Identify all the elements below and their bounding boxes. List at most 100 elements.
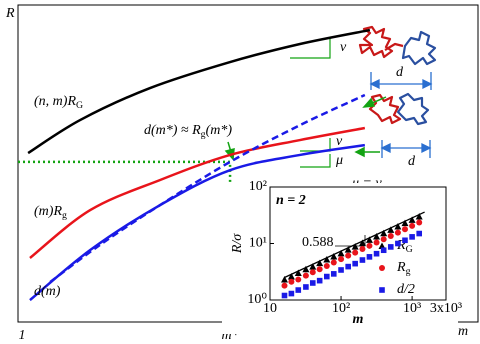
series-label: (m)Rg (34, 204, 67, 221)
data-point (351, 243, 359, 250)
data-point (316, 277, 323, 284)
x-tick-label: 3x10³ (430, 301, 462, 316)
data-point (373, 239, 380, 246)
data-point (323, 262, 330, 269)
data-point (366, 254, 373, 260)
slope-markers (290, 38, 331, 168)
subscript: G (406, 244, 413, 255)
y-axis-label: R (5, 6, 15, 21)
label-part: R (66, 94, 76, 109)
x-tick-label: 1 (19, 328, 26, 343)
legend-marker (379, 265, 385, 271)
subscript: G (76, 100, 83, 111)
data-point (316, 266, 323, 273)
data-point (394, 222, 402, 230)
data-point (338, 267, 344, 273)
data-point (330, 252, 338, 260)
data-point (302, 265, 310, 273)
data-point (409, 222, 416, 229)
data-point (380, 247, 387, 254)
label-part: (n, m) (34, 94, 68, 109)
data-point (330, 259, 337, 266)
y-tick-label: 10¹ (249, 236, 267, 251)
data-point (380, 229, 388, 237)
distance-arrows (369, 72, 433, 158)
curve (27, 28, 371, 155)
annotation: μ (335, 153, 343, 168)
data-point (344, 246, 352, 253)
label-part: d(m) (34, 284, 61, 299)
subscript: g (62, 210, 67, 221)
data-point (387, 244, 394, 250)
data-point (352, 249, 359, 256)
subscript: g (406, 266, 411, 277)
x-tick-label: 10 (263, 301, 277, 316)
legend-marker (378, 242, 386, 249)
data-point (416, 219, 423, 226)
data-point (316, 259, 324, 267)
data-point (387, 232, 394, 239)
polymer-sketch (358, 25, 437, 126)
data-point (394, 229, 401, 236)
data-point (303, 284, 309, 290)
data-point (359, 245, 366, 252)
label-part: R (52, 204, 62, 219)
data-point (409, 234, 415, 240)
data-point (338, 256, 345, 263)
series-label: (n, m)RG (34, 94, 83, 111)
legend-label: Rg (396, 260, 411, 277)
data-point (401, 226, 408, 233)
data-point (281, 292, 288, 299)
annotation: d (408, 154, 416, 169)
series-label: d(m) (34, 284, 61, 299)
curve (29, 126, 366, 259)
x-tick-label: 10² (332, 301, 350, 316)
data-point (373, 250, 380, 257)
data-point (387, 226, 395, 233)
data-point (408, 216, 416, 223)
data-point (401, 219, 409, 227)
y-tick-label: 10² (249, 179, 267, 194)
data-point (416, 230, 423, 237)
data-point (281, 282, 288, 289)
annotation: ν (336, 134, 343, 149)
pointer-arrows (224, 96, 387, 161)
data-point (395, 240, 401, 247)
data-point (366, 242, 373, 249)
x-tick-label: 10³ (403, 301, 421, 316)
data-point (337, 249, 345, 257)
label-part: (m) (34, 204, 54, 219)
data-point (402, 237, 408, 244)
label-part: R (396, 238, 406, 253)
legend-marker (379, 287, 385, 293)
data-point (359, 257, 366, 263)
annotation: ν (340, 40, 347, 55)
label-part: d(m*) ≈ R (144, 123, 201, 138)
annotation: d(m*) ≈ Rg(m*) (144, 123, 232, 140)
x-axis-label: m (353, 312, 364, 327)
label-part: (m*) (206, 123, 233, 138)
data-point (415, 213, 423, 220)
data-point (373, 233, 381, 240)
legend-label: RG (396, 238, 413, 255)
data-point (281, 276, 289, 283)
data-point (365, 236, 373, 243)
data-point (309, 263, 317, 270)
annotation: d (396, 65, 404, 80)
data-point (380, 236, 387, 243)
x-axis-label: m (458, 324, 468, 339)
legend-label: d/2 (397, 282, 415, 297)
data-point (345, 263, 351, 270)
panel-label: n = 2 (276, 193, 306, 208)
data-point (287, 273, 295, 280)
data-point (309, 269, 316, 276)
data-point (295, 287, 302, 293)
data-point (323, 256, 331, 263)
subscript: g (201, 129, 206, 140)
y-axis-label: R/σ (230, 233, 245, 254)
data-point (345, 252, 352, 259)
data-point (323, 273, 330, 280)
data-point (294, 269, 302, 277)
